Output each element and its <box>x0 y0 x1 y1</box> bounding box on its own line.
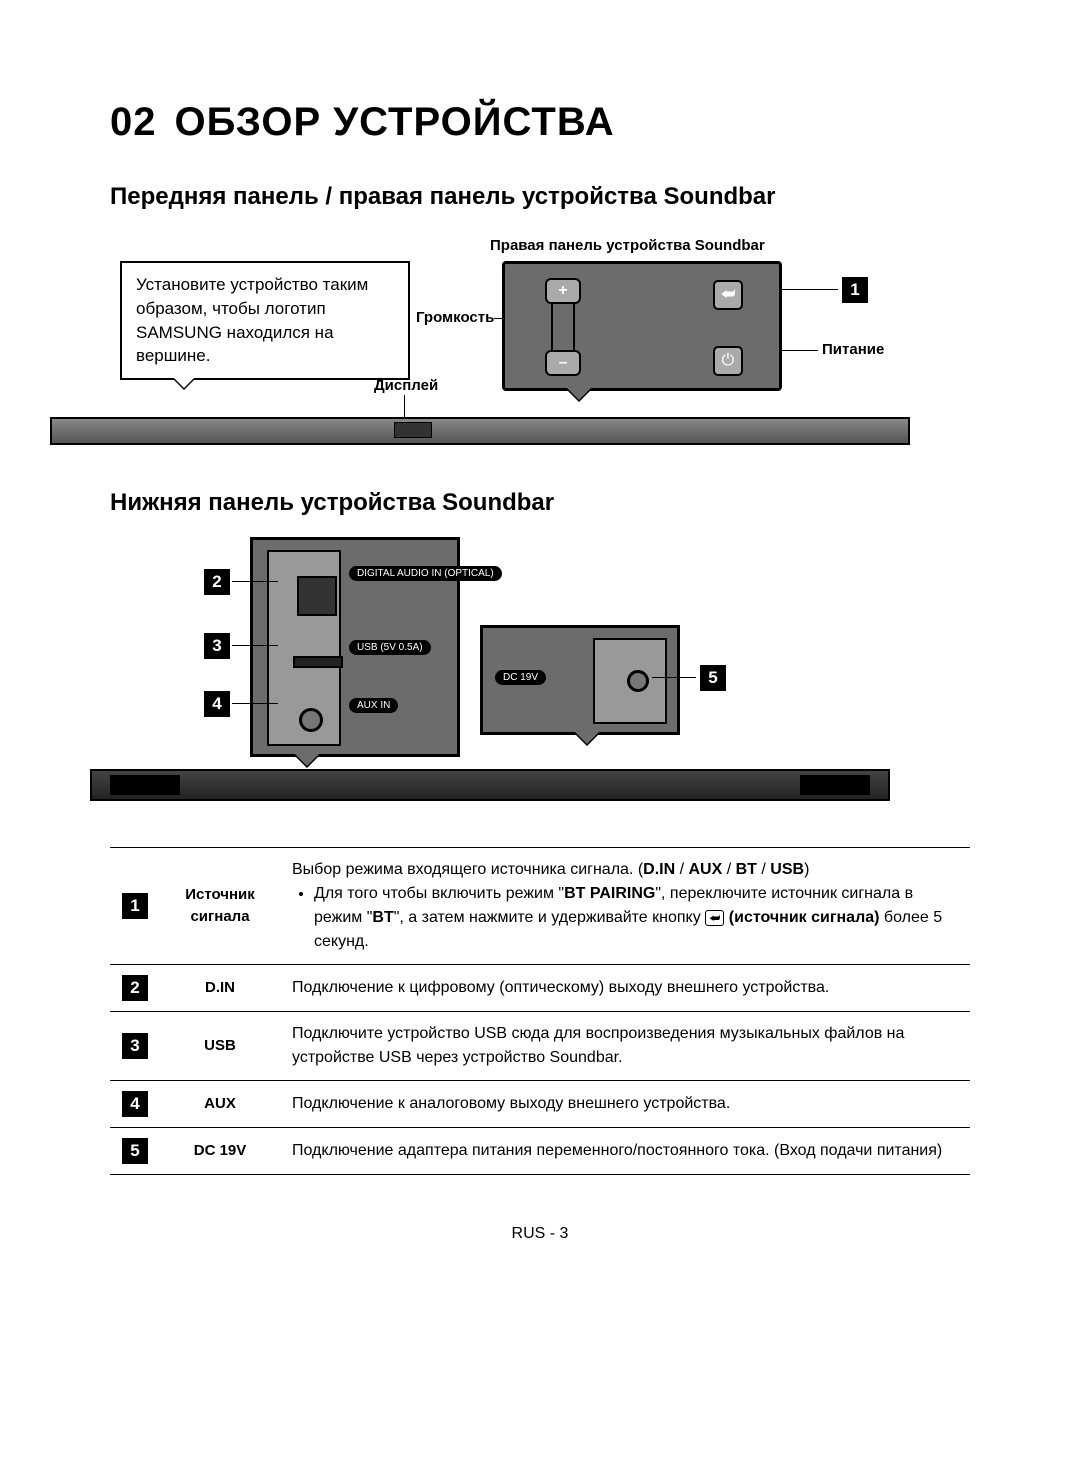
section-front-title: Передняя панель / правая панель устройст… <box>110 183 970 211</box>
row-desc: Подключение к цифровому (оптическому) вы… <box>280 965 970 1012</box>
bottom-slot-right <box>800 775 870 795</box>
desc-part: / <box>757 861 770 878</box>
desc-part: BT PAIRING <box>564 885 655 902</box>
leader-3: 3 <box>204 633 230 659</box>
row-label: Источник сигнала <box>160 848 280 965</box>
table-row: 4 AUX Подключение к аналоговому выходу в… <box>110 1081 970 1128</box>
soundbar-bottom-outline <box>90 769 890 801</box>
leader-2: 2 <box>204 569 230 595</box>
volume-label: Громкость <box>416 309 494 326</box>
bottom-panel-right: DC 19V <box>480 625 680 735</box>
leader-5: 5 <box>700 665 726 691</box>
callout-number-2: 2 <box>204 569 230 595</box>
row-desc: Подключение адаптера питания переменного… <box>280 1128 970 1175</box>
callout-number-1: 1 <box>842 277 868 303</box>
front-panel-diagram: Установите устройство таким образом, что… <box>110 239 930 459</box>
chapter-heading: 02 ОБЗОР УСТРОЙСТВА <box>110 100 970 145</box>
ports-table: 1 Источник сигнала Выбор режима входящег… <box>110 847 970 1175</box>
row-label: DC 19V <box>160 1128 280 1175</box>
row-number: 3 <box>122 1033 148 1059</box>
usb-port-label: USB (5V 0.5A) <box>349 640 431 655</box>
page-footer: RUS - 3 <box>110 1225 970 1243</box>
desc-part: ) <box>804 861 809 878</box>
row-number: 5 <box>122 1138 148 1164</box>
row-number: 4 <box>122 1091 148 1117</box>
optical-port-label: DIGITAL AUDIO IN (OPTICAL) <box>349 566 502 581</box>
bottom-panel-diagram: DIGITAL AUDIO IN (OPTICAL) USB (5V 0.5A)… <box>110 537 930 827</box>
desc-part: D.IN <box>643 861 675 878</box>
bottom-panel-left: DIGITAL AUDIO IN (OPTICAL) USB (5V 0.5A)… <box>250 537 460 757</box>
desc-part: / <box>722 861 735 878</box>
desc-part: Для того чтобы включить режим " <box>314 885 564 902</box>
desc-part: AUX <box>689 861 723 878</box>
right-panel-caption: Правая панель устройства Soundbar <box>490 237 765 254</box>
volume-rocker-line <box>551 304 575 350</box>
row-number: 2 <box>122 975 148 1001</box>
desc-part: (источник сигнала) <box>724 909 879 926</box>
source-button-icon: ⮨ <box>713 280 743 310</box>
dc-port-icon <box>627 670 649 692</box>
volume-minus-icon: – <box>545 350 581 376</box>
desc-part: BT <box>372 909 393 926</box>
dc-port-label: DC 19V <box>495 670 546 685</box>
row-number: 1 <box>122 893 148 919</box>
control-box: + – ⮨ ⏻ <box>502 261 782 391</box>
desc-part: USB <box>770 861 804 878</box>
usb-port-icon <box>293 656 343 668</box>
bottom-slot-left <box>110 775 180 795</box>
desc-part: ", а затем нажмите и удерживайте кнопку <box>394 909 705 926</box>
aux-port-label: AUX IN <box>349 698 398 713</box>
callout-number-3: 3 <box>204 633 230 659</box>
desc-part: / <box>675 861 688 878</box>
desc-bullet: Для того чтобы включить режим "BT PAIRIN… <box>314 882 958 954</box>
row-desc: Подключите устройство USB сюда для воспр… <box>280 1012 970 1081</box>
aux-port-icon <box>299 708 323 732</box>
soundbar-front-outline <box>50 417 910 445</box>
power-button-icon: ⏻ <box>713 346 743 376</box>
row-label: AUX <box>160 1081 280 1128</box>
install-callout: Установите устройство таким образом, что… <box>120 261 410 380</box>
chapter-title: ОБЗОР УСТРОЙСТВА <box>175 100 615 145</box>
soundbar-display-slot <box>394 422 432 438</box>
table-row: 3 USB Подключите устройство USB сюда для… <box>110 1012 970 1081</box>
callout-number-5: 5 <box>700 665 726 691</box>
leader-4: 4 <box>204 691 230 717</box>
section-bottom-title: Нижняя панель устройства Soundbar <box>110 489 970 517</box>
callout-number-4: 4 <box>204 691 230 717</box>
row-desc: Подключение к аналоговому выходу внешнег… <box>280 1081 970 1128</box>
left-port-recess <box>267 550 341 746</box>
table-row: 2 D.IN Подключение к цифровому (оптическ… <box>110 965 970 1012</box>
power-label: Питание <box>822 341 884 358</box>
table-row: 5 DC 19V Подключение адаптера питания пе… <box>110 1128 970 1175</box>
volume-plus-icon: + <box>545 278 581 304</box>
desc-part: BT <box>736 861 757 878</box>
table-row: 1 Источник сигнала Выбор режима входящег… <box>110 848 970 965</box>
row-label: D.IN <box>160 965 280 1012</box>
chapter-number: 02 <box>110 100 157 145</box>
source-button-inline-icon: ⮨ <box>705 910 724 926</box>
callout-1-leader: 1 <box>842 277 868 303</box>
desc-text: Выбор режима входящего источника сигнала… <box>292 861 643 878</box>
optical-port-icon <box>297 576 337 616</box>
row-label: USB <box>160 1012 280 1081</box>
row-desc: Выбор режима входящего источника сигнала… <box>280 848 970 965</box>
